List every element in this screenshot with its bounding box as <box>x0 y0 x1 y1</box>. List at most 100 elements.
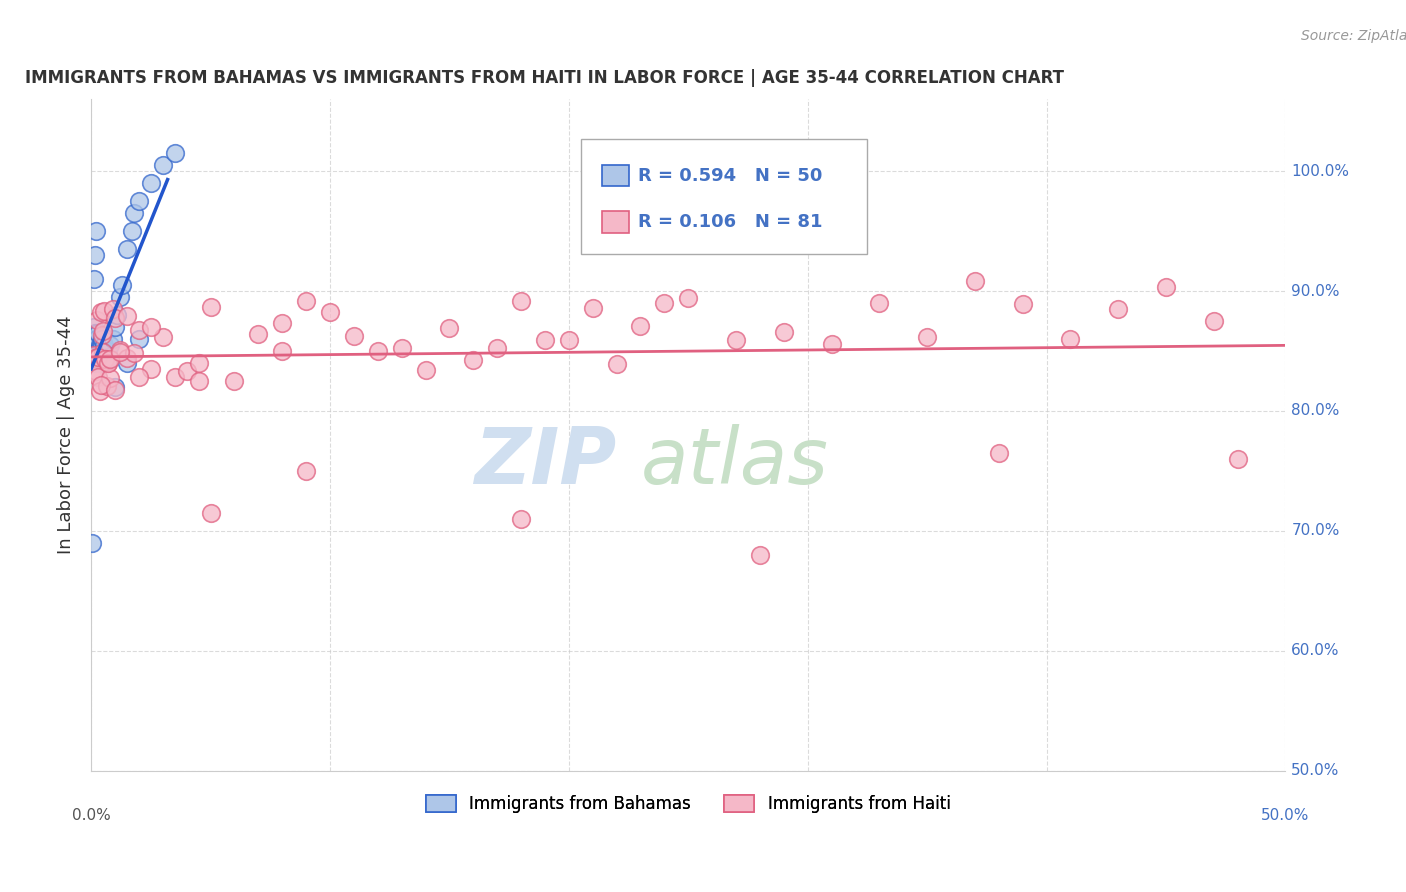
Point <box>91 344 114 359</box>
Point <box>152 158 174 172</box>
Point <box>1107 301 1129 316</box>
Point <box>94 356 117 370</box>
Point <box>94 352 117 367</box>
Point <box>1154 280 1177 294</box>
Point <box>115 356 138 370</box>
Point <box>630 318 652 333</box>
Point <box>139 320 162 334</box>
Point <box>89 384 111 398</box>
Point <box>84 350 107 364</box>
Point <box>128 370 150 384</box>
Point <box>558 334 581 348</box>
Point <box>820 337 842 351</box>
Point <box>87 370 110 384</box>
Point <box>295 293 318 308</box>
Point <box>87 356 110 370</box>
Point <box>91 350 114 364</box>
Point <box>748 548 770 562</box>
Point <box>90 378 112 392</box>
Point <box>97 344 120 359</box>
Point <box>97 356 120 370</box>
Text: 100.0%: 100.0% <box>1291 163 1350 178</box>
Point <box>391 341 413 355</box>
Point <box>510 512 533 526</box>
Point <box>96 350 118 364</box>
Point <box>93 304 115 318</box>
Point <box>108 290 131 304</box>
Point <box>271 316 294 330</box>
Point <box>97 356 120 370</box>
Point <box>86 356 108 370</box>
Point <box>83 326 105 340</box>
Point <box>987 446 1010 460</box>
Point <box>319 305 342 319</box>
Point <box>200 506 222 520</box>
Point <box>90 338 112 352</box>
Point <box>115 242 138 256</box>
Point <box>111 278 134 293</box>
Point <box>86 338 108 352</box>
Text: ZIP: ZIP <box>474 424 617 500</box>
Point <box>94 352 117 367</box>
Point <box>152 330 174 344</box>
Point <box>108 345 131 359</box>
Point <box>107 308 129 322</box>
Text: IMMIGRANTS FROM BAHAMAS VS IMMIGRANTS FROM HAITI IN LABOR FORCE | AGE 35-44 CORR: IMMIGRANTS FROM BAHAMAS VS IMMIGRANTS FR… <box>25 69 1064 87</box>
Point <box>104 320 127 334</box>
Point <box>91 344 114 359</box>
Point <box>582 301 605 315</box>
Point <box>139 176 162 190</box>
Point <box>98 338 121 352</box>
Point <box>87 326 110 340</box>
Point <box>89 356 111 370</box>
Point <box>606 357 628 371</box>
Point <box>678 291 700 305</box>
Point <box>772 326 794 340</box>
Point <box>654 295 676 310</box>
Point <box>1011 297 1033 311</box>
Point <box>486 341 509 355</box>
Point <box>121 224 143 238</box>
Point <box>187 356 209 370</box>
Point <box>84 224 107 238</box>
Text: 80.0%: 80.0% <box>1291 403 1340 418</box>
Point <box>83 272 105 286</box>
Point <box>122 346 145 360</box>
Point <box>510 293 533 308</box>
Point <box>89 338 111 352</box>
Point <box>1059 332 1081 346</box>
Point <box>86 332 108 346</box>
Point <box>82 356 104 370</box>
Point <box>247 327 270 342</box>
Point <box>90 332 112 346</box>
FancyBboxPatch shape <box>602 211 628 233</box>
Point <box>724 334 747 348</box>
Point <box>200 300 222 314</box>
Point <box>98 371 121 385</box>
Point <box>187 374 209 388</box>
Point <box>87 350 110 364</box>
Point <box>94 344 117 359</box>
Point <box>83 248 105 262</box>
Point <box>463 352 485 367</box>
Point <box>90 356 112 370</box>
Point <box>128 323 150 337</box>
Point <box>115 351 138 365</box>
Point <box>83 348 105 362</box>
Point <box>139 362 162 376</box>
Point <box>91 324 114 338</box>
Text: 70.0%: 70.0% <box>1291 524 1340 539</box>
FancyBboxPatch shape <box>581 139 868 253</box>
Point <box>128 194 150 208</box>
Point <box>83 351 105 366</box>
Point <box>84 332 107 346</box>
Point <box>1226 451 1249 466</box>
Point <box>128 332 150 346</box>
Point <box>271 344 294 359</box>
Legend: Immigrants from Bahamas, Immigrants from Haiti: Immigrants from Bahamas, Immigrants from… <box>426 795 950 813</box>
Point <box>439 321 461 335</box>
Point <box>96 378 118 392</box>
Point <box>83 338 105 352</box>
Point <box>963 274 986 288</box>
Point <box>415 362 437 376</box>
